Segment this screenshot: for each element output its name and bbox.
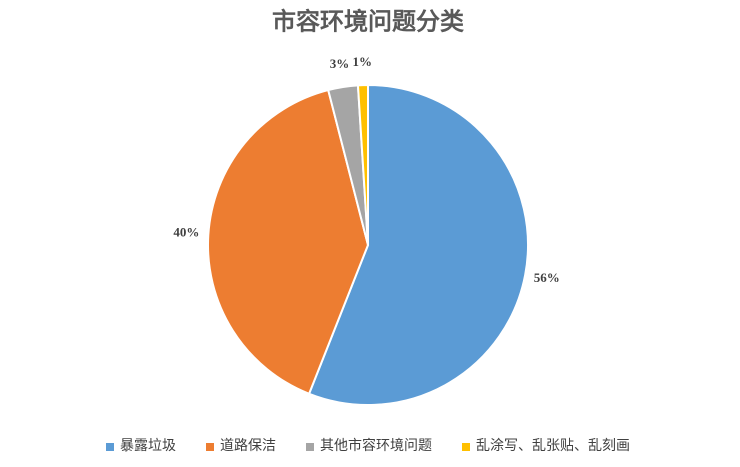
data-label: 3%	[330, 56, 350, 71]
legend-swatch	[206, 443, 214, 451]
pie-slice	[207, 88, 370, 396]
pie-slice	[307, 83, 529, 406]
legend-label: 暴露垃圾	[120, 438, 176, 454]
legend-swatch	[106, 443, 114, 451]
pie-slice	[356, 83, 369, 246]
legend-label: 其他市容环境问题	[320, 437, 432, 454]
legend-swatch	[462, 443, 470, 451]
data-label: 40%	[173, 225, 199, 240]
legend-swatch	[306, 443, 314, 451]
data-label: 1%	[353, 54, 373, 69]
chart-title: 市容环境问题分类	[272, 8, 465, 36]
legend-label: 道路保洁	[220, 438, 276, 454]
data-label: 56%	[534, 270, 560, 285]
legend-label: 乱涂写、乱张贴、乱刻画	[476, 438, 630, 454]
